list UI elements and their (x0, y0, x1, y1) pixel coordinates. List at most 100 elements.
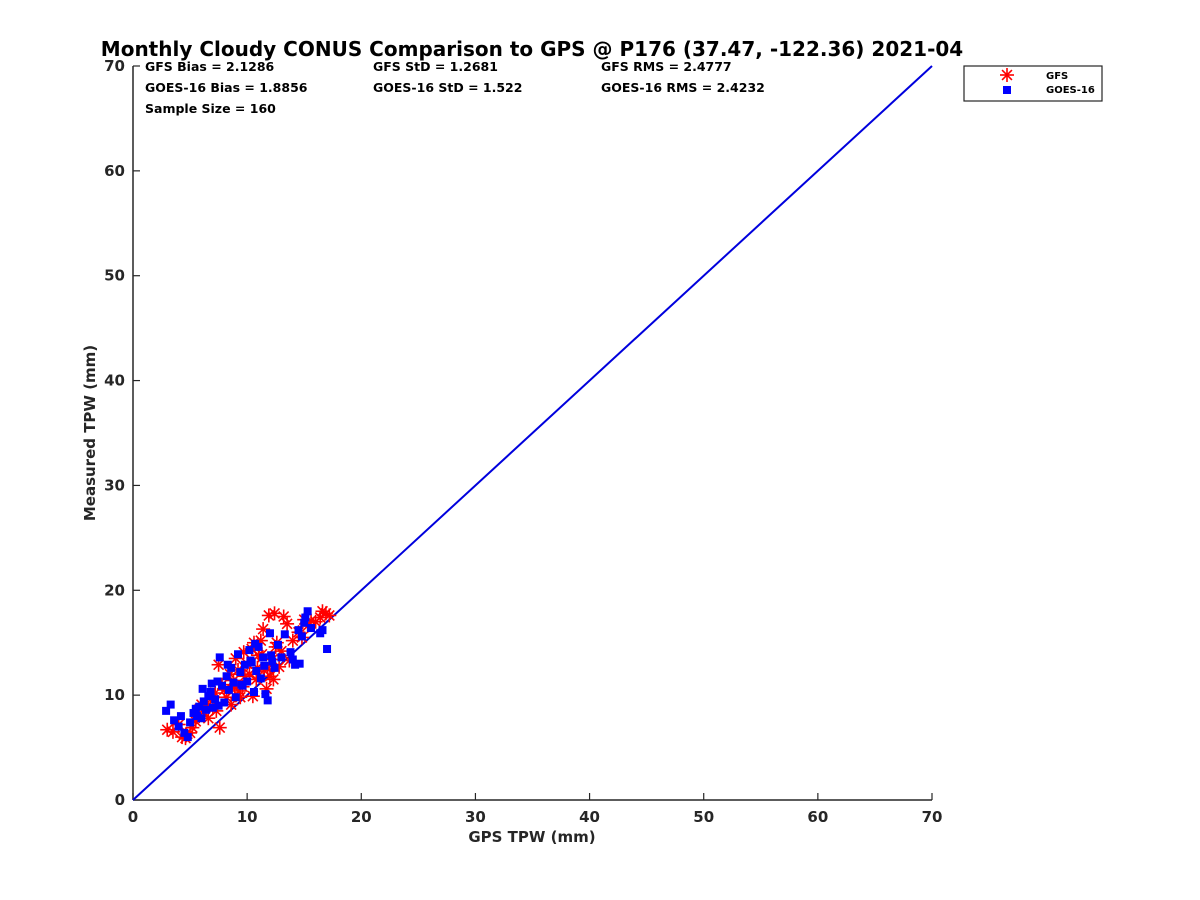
goes-16-point (222, 672, 231, 681)
x-tick-label: 20 (351, 808, 372, 826)
goes-16-point (301, 613, 310, 622)
goes-16-point (218, 681, 227, 690)
gfs-point (212, 720, 227, 735)
goes-16-point (256, 674, 265, 683)
legend-gfs-marker (1000, 68, 1014, 82)
goes-16-point (245, 646, 254, 655)
goes-16-point (229, 678, 238, 687)
goes-16-point (286, 648, 295, 657)
goes-16-point (202, 705, 211, 714)
gfs-std-text: GFS StD = 1.2681 (373, 59, 498, 74)
goes-16-point (183, 733, 192, 742)
legend-gfs-label: GFS (1046, 71, 1068, 82)
y-tick-label: 50 (104, 267, 125, 285)
goes-16-point (251, 639, 260, 648)
goes-16-point (162, 706, 171, 715)
y-tick-label: 10 (104, 686, 125, 704)
gfs-point (285, 633, 300, 648)
y-tick-label: 30 (104, 476, 125, 494)
goes-16-point (207, 679, 216, 688)
goes-16-point (224, 685, 233, 694)
goes-16-point (223, 660, 232, 669)
one-to-one-line (132, 65, 933, 801)
goes-16-point (273, 640, 282, 649)
sample-size-text: Sample Size = 160 (145, 101, 276, 116)
goes-16-point (166, 700, 175, 709)
goes-16-point (300, 618, 309, 627)
y-tick-label: 20 (104, 581, 125, 599)
goes-16-point (288, 655, 297, 664)
goes-16-point (307, 624, 316, 633)
gfs-point (160, 722, 175, 737)
goes-16-point (170, 716, 179, 725)
goes-16-point (240, 660, 249, 669)
goes-bias-text: GOES-16 Bias = 1.8856 (145, 80, 308, 95)
goes-16-point (268, 657, 277, 666)
reference-line-group (132, 65, 933, 801)
chart-title: Monthly Cloudy CONUS Comparison to GPS @… (101, 37, 963, 61)
goes-16-point (176, 712, 185, 721)
goes-16-series (162, 607, 332, 742)
x-tick-label: 0 (128, 808, 138, 826)
goes-16-point (261, 690, 270, 699)
goes-16-point (180, 728, 189, 737)
x-tick-label: 40 (579, 808, 600, 826)
goes-16-point (294, 626, 303, 635)
goes-16-point (263, 696, 272, 705)
goes-16-point (220, 698, 229, 707)
goes-16-point (215, 653, 224, 662)
legend: GFS GOES-16 (963, 65, 1103, 102)
x-tick-label: 50 (693, 808, 714, 826)
goes-16-point (252, 667, 261, 676)
goes-16-point (303, 607, 312, 616)
goes-16-point (277, 653, 286, 662)
goes-16-point (297, 632, 306, 641)
goes-16-point (199, 697, 208, 706)
y-tick-label: 40 (104, 372, 125, 390)
goes-rms-text: GOES-16 RMS = 2.4232 (601, 80, 765, 95)
goes-16-point (265, 629, 274, 638)
goes-16-point (197, 714, 206, 723)
goes-16-point (211, 695, 220, 704)
goes-16-point (237, 680, 246, 689)
goes-16-point (206, 687, 215, 696)
goes-16-point (267, 651, 276, 660)
goes-16-point (191, 704, 200, 713)
goes-16-point (192, 712, 201, 721)
gfs-point (266, 672, 281, 687)
gfs-bias-text: GFS Bias = 2.1286 (145, 59, 275, 74)
goes-16-point (243, 677, 252, 686)
goes-16-point (318, 626, 327, 635)
goes-16-point (214, 701, 223, 710)
x-axis-label: GPS TPW (mm) (468, 828, 595, 846)
goes-16-point (246, 656, 255, 665)
gfs-point (280, 616, 295, 631)
goes-16-point (213, 677, 222, 686)
goes-16-point (174, 722, 183, 731)
x-tick-label: 30 (465, 808, 486, 826)
x-tick-label: 10 (237, 808, 258, 826)
goes-16-point (323, 645, 332, 654)
gfs-point (261, 608, 276, 623)
goes-16-point (280, 630, 289, 639)
gfs-rms-text: GFS RMS = 2.4777 (601, 59, 732, 74)
plot-axes (132, 66, 932, 801)
legend-goes-16-label: GOES-16 (1046, 85, 1095, 96)
goes-16-point (186, 718, 195, 727)
gfs-point (322, 608, 337, 623)
goes-16-point (204, 692, 213, 701)
goes-16-point (198, 684, 207, 693)
goes-16-point (249, 687, 258, 696)
y-tick-label: 70 (104, 57, 125, 75)
legend-gfs-asterisk (1000, 68, 1014, 82)
legend-goes-16-marker (1003, 86, 1011, 94)
goes-16-point (208, 703, 217, 712)
legend-box (963, 65, 1103, 102)
y-tick-label: 60 (104, 162, 125, 180)
goes-16-point (236, 668, 245, 677)
goes-16-point (295, 659, 304, 668)
y-axis-label: Measured TPW (mm) (81, 345, 99, 521)
goes-std-text: GOES-16 StD = 1.522 (373, 80, 522, 95)
goes-16-point (291, 660, 300, 669)
